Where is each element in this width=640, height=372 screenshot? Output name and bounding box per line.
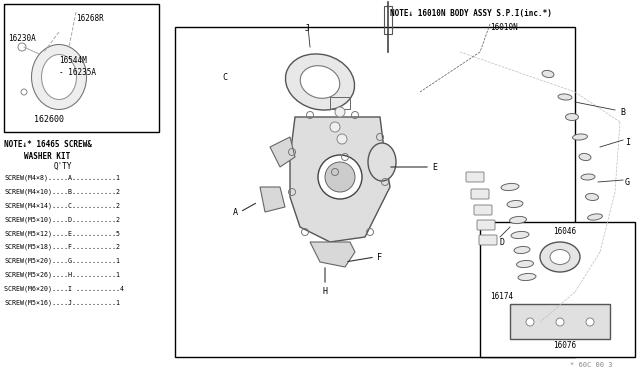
Text: J: J (305, 24, 310, 33)
Text: SCREW(M4×14)....C...........2: SCREW(M4×14)....C...........2 (4, 202, 120, 208)
Polygon shape (260, 187, 285, 212)
Text: D: D (500, 237, 505, 247)
Ellipse shape (501, 183, 519, 190)
Ellipse shape (592, 234, 604, 241)
Ellipse shape (588, 214, 602, 220)
Text: Q'TY: Q'TY (54, 162, 72, 171)
Circle shape (556, 318, 564, 326)
Ellipse shape (516, 260, 534, 267)
Bar (175, 27, 575, 357)
Text: E: E (432, 163, 437, 171)
Ellipse shape (42, 55, 77, 99)
FancyBboxPatch shape (471, 189, 489, 199)
Ellipse shape (593, 254, 607, 260)
Text: C: C (222, 73, 227, 81)
Text: SCREW(M5×16)....J...........1: SCREW(M5×16)....J...........1 (4, 300, 120, 307)
Text: A: A (233, 208, 238, 217)
Text: 16174: 16174 (490, 292, 513, 301)
Bar (480, 222, 635, 357)
Text: NOTE↓ 16010N BODY ASSY S.P.I(inc.*): NOTE↓ 16010N BODY ASSY S.P.I(inc.*) (390, 9, 552, 18)
FancyBboxPatch shape (477, 220, 495, 230)
Ellipse shape (566, 113, 579, 121)
Text: SCREW(M6×20)....I ...........4: SCREW(M6×20)....I ...........4 (4, 286, 124, 292)
Ellipse shape (538, 269, 593, 314)
Text: SCREW(M5×26)....H...........1: SCREW(M5×26)....H...........1 (4, 272, 120, 279)
Text: SCREW(M5×20)....G...........1: SCREW(M5×20)....G...........1 (4, 258, 120, 264)
Text: NOTE↓* 16465 SCREW&: NOTE↓* 16465 SCREW& (4, 140, 92, 149)
Ellipse shape (511, 231, 529, 238)
Text: 16268R: 16268R (76, 14, 104, 23)
FancyBboxPatch shape (466, 172, 484, 182)
Text: 162600: 162600 (34, 115, 64, 124)
Polygon shape (310, 242, 355, 267)
Ellipse shape (507, 201, 523, 208)
Ellipse shape (31, 45, 86, 109)
Text: SCREW(M4×10)....B...........2: SCREW(M4×10)....B...........2 (4, 188, 120, 195)
Bar (4, 4, 159, 132)
Ellipse shape (514, 246, 530, 254)
Text: 16544M: 16544M (59, 56, 87, 65)
Ellipse shape (550, 250, 570, 264)
Polygon shape (270, 137, 295, 167)
Circle shape (335, 107, 345, 117)
FancyBboxPatch shape (474, 205, 492, 215)
Text: G: G (625, 177, 630, 186)
Ellipse shape (368, 143, 396, 181)
Ellipse shape (518, 273, 536, 280)
Ellipse shape (577, 294, 593, 300)
Ellipse shape (542, 70, 554, 78)
Text: 16046: 16046 (554, 227, 577, 236)
Bar (384, 6, 392, 34)
Ellipse shape (558, 94, 572, 100)
FancyBboxPatch shape (479, 235, 497, 245)
Text: 16230A: 16230A (8, 34, 36, 43)
Circle shape (526, 318, 534, 326)
Text: SCREW(M5×10)....D...........2: SCREW(M5×10)....D...........2 (4, 216, 120, 222)
Bar (330, 97, 350, 109)
Ellipse shape (581, 174, 595, 180)
Ellipse shape (285, 54, 355, 110)
Circle shape (325, 162, 355, 192)
Ellipse shape (579, 153, 591, 161)
Ellipse shape (300, 66, 340, 98)
Text: SCREW(M4×8).....A...........1: SCREW(M4×8).....A...........1 (4, 174, 120, 180)
Text: F: F (377, 253, 382, 262)
Ellipse shape (547, 278, 582, 306)
Ellipse shape (586, 193, 598, 201)
Ellipse shape (589, 273, 602, 280)
Ellipse shape (540, 242, 580, 272)
Text: - 16235A: - 16235A (59, 68, 96, 77)
Text: B: B (620, 108, 625, 116)
Text: * 60C 00 3: * 60C 00 3 (570, 362, 612, 368)
Text: H: H (323, 287, 328, 296)
Circle shape (586, 318, 594, 326)
Text: SCREW(M5×12)....E...........5: SCREW(M5×12)....E...........5 (4, 230, 120, 237)
Polygon shape (290, 117, 390, 242)
Text: 16010N: 16010N (490, 23, 518, 32)
Text: WASHER KIT: WASHER KIT (24, 152, 70, 161)
Bar (510, 304, 610, 339)
Circle shape (337, 134, 347, 144)
Text: I: I (625, 138, 630, 147)
Ellipse shape (573, 134, 588, 140)
Text: SCREW(M5×18)....F...........2: SCREW(M5×18)....F...........2 (4, 244, 120, 250)
Circle shape (318, 155, 362, 199)
Circle shape (330, 122, 340, 132)
Ellipse shape (509, 217, 527, 224)
Text: 16076: 16076 (554, 341, 577, 350)
